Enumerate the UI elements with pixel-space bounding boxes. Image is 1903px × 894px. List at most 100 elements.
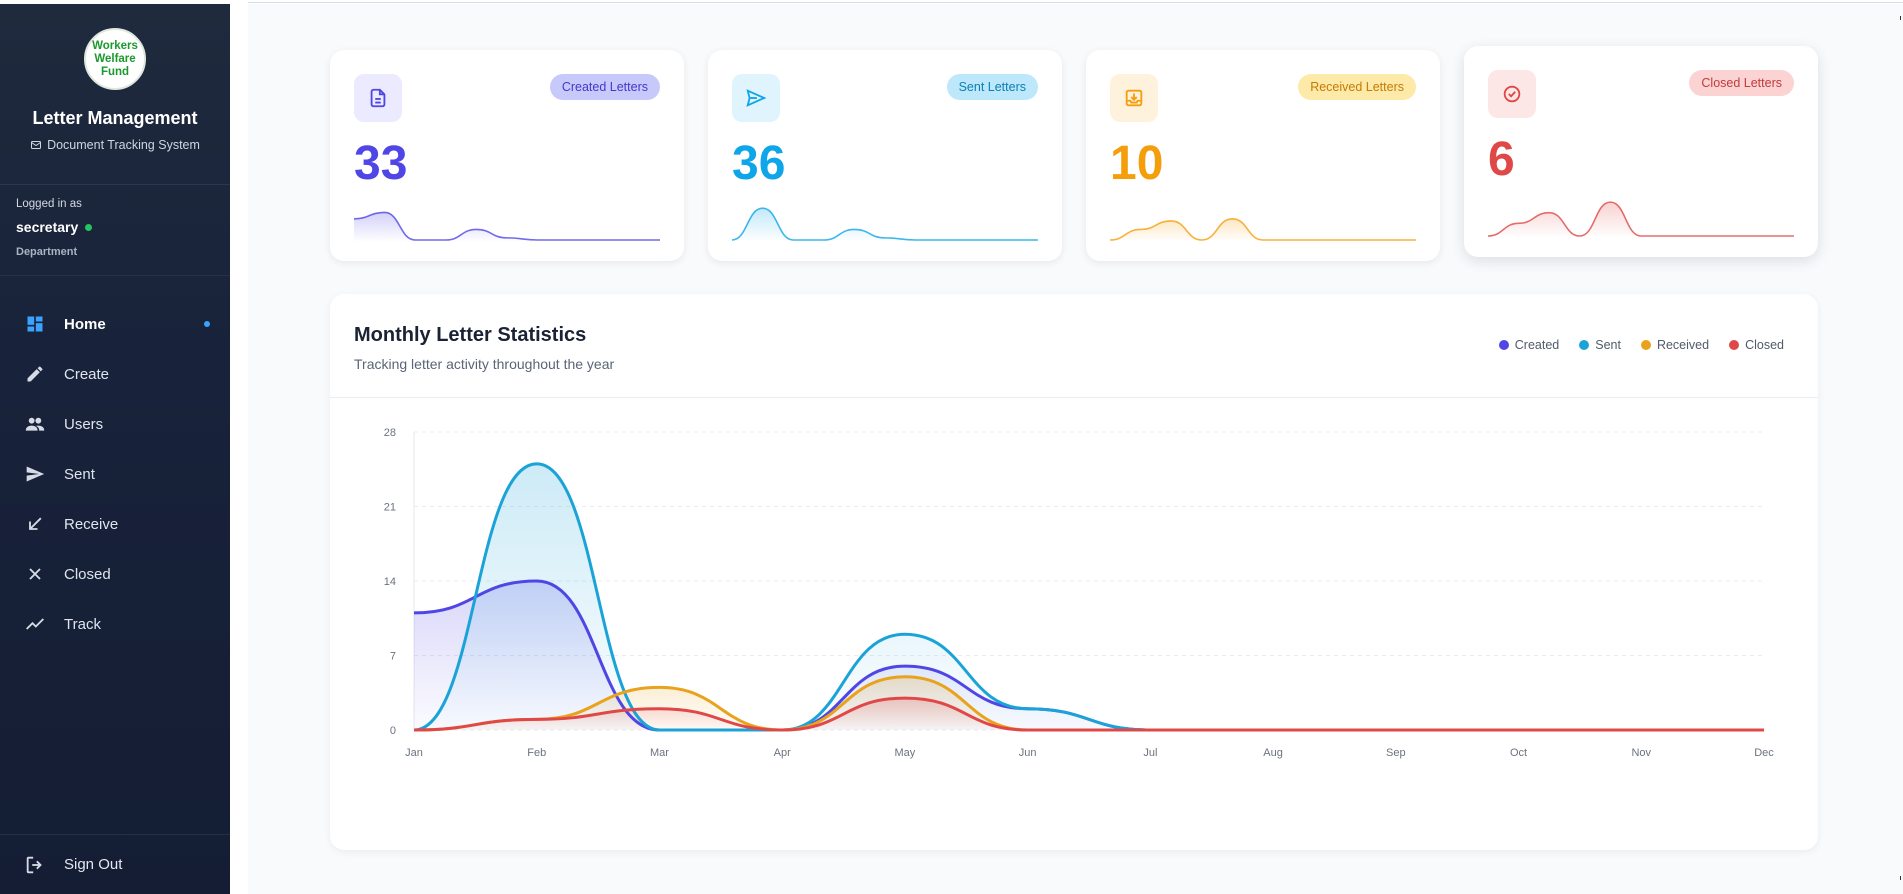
user-panel: Logged in as secretary Department — [0, 185, 230, 276]
legend-dot — [1640, 340, 1651, 350]
x-tick-label: Apr — [774, 747, 791, 759]
series-area — [414, 698, 1764, 730]
stat-icon-box — [732, 74, 780, 122]
x-tick-label: Jun — [1019, 747, 1037, 759]
series-line — [413, 696, 1764, 732]
x-tick-label: Sep — [1386, 747, 1406, 759]
sparkline-area — [1110, 218, 1416, 242]
legend-item-received[interactable]: Received — [1640, 338, 1710, 352]
sidebar-item-label: Home — [64, 315, 106, 333]
stat-value: 10 — [1110, 137, 1164, 190]
app-subtitle: Document Tracking System — [0, 138, 230, 152]
logged-in-label: Logged in as — [16, 198, 82, 210]
brand-block: Workers Welfare Fund Letter Management D… — [0, 4, 230, 185]
top-border — [248, 2, 1903, 3]
sidebar-item-sent[interactable]: Sent — [0, 449, 230, 499]
legend-dot — [1729, 340, 1740, 350]
sparkline-line — [354, 211, 660, 241]
monthly-statistics-card: Monthly Letter Statistics Tracking lette… — [330, 294, 1818, 850]
sidebar-item-label: Closed — [64, 565, 111, 583]
stat-badge: Received Letters — [1298, 74, 1416, 100]
stat-icon-box — [1110, 74, 1158, 122]
x-tick-label: May — [895, 747, 916, 759]
pencil-icon — [24, 363, 46, 385]
online-status-dot — [85, 223, 93, 231]
sparkline — [732, 207, 1038, 242]
sparkline — [1110, 218, 1416, 242]
sidebar-item-label: Sent — [64, 465, 95, 483]
sign-out-label: Sign Out — [64, 856, 123, 873]
check-circle-icon — [1503, 85, 1521, 103]
legend-dot — [1579, 340, 1590, 350]
legend-label: Closed — [1745, 338, 1784, 352]
stat-badge: Closed Letters — [1689, 70, 1794, 96]
legend-item-closed[interactable]: Closed — [1729, 338, 1784, 352]
sidebar-nav: Home Create Users Sent Receive — [0, 299, 230, 649]
stat-icon-box — [354, 74, 402, 122]
sidebar-item-create[interactable]: Create — [0, 349, 230, 399]
legend-dot — [1498, 340, 1509, 350]
legend-item-created[interactable]: Created — [1498, 338, 1560, 352]
y-tick-label: 14 — [384, 576, 396, 588]
legend-label: Sent — [1595, 338, 1621, 352]
x-tick-label: Jul — [1143, 747, 1157, 759]
legend-label: Received — [1656, 338, 1710, 352]
stat-value: 33 — [354, 137, 408, 190]
sparkline-line — [1488, 201, 1794, 237]
scrollbar-bottom — [1900, 876, 1901, 880]
sign-out-button[interactable]: Sign Out — [0, 834, 230, 894]
active-indicator — [204, 321, 210, 327]
legend-item-sent[interactable]: Sent — [1579, 338, 1621, 352]
sparkline-line — [732, 207, 1038, 241]
department-label: Department — [16, 246, 78, 258]
stat-value: 36 — [732, 137, 786, 190]
logo-text: Workers Welfare Fund — [92, 39, 138, 78]
inbox-download-icon — [1125, 89, 1143, 107]
send-icon — [24, 463, 46, 485]
sparkline-area — [354, 212, 660, 242]
trend-line-icon — [24, 613, 46, 635]
sidebar-item-closed[interactable]: Closed — [0, 549, 230, 599]
stat-card-closed[interactable]: Closed Letters 6 — [1464, 46, 1818, 257]
sparkline-line — [1110, 218, 1416, 241]
sidebar-item-receive[interactable]: Receive — [0, 499, 230, 549]
sidebar-item-label: Users — [64, 415, 104, 433]
sidebar-item-track[interactable]: Track — [0, 599, 230, 649]
sidebar-item-users[interactable]: Users — [0, 399, 230, 449]
y-tick-label: 28 — [384, 427, 396, 439]
stat-icon-box — [1488, 70, 1536, 118]
stat-card-sent[interactable]: Sent Letters 36 — [708, 50, 1062, 261]
chart-header: Monthly Letter Statistics Tracking lette… — [330, 294, 1818, 398]
logo: Workers Welfare Fund — [84, 28, 146, 90]
stat-card-created[interactable]: Created Letters 33 — [330, 50, 684, 261]
arrow-down-left-icon — [24, 513, 46, 535]
chart-title: Monthly Letter Statistics — [354, 324, 587, 346]
series-area — [414, 463, 1764, 730]
y-tick-label: 7 — [390, 651, 396, 663]
x-tick-label: Aug — [1263, 747, 1283, 759]
x-tick-label: Feb — [527, 747, 546, 759]
sparkline — [354, 211, 660, 242]
close-icon — [24, 563, 46, 585]
users-icon — [24, 413, 46, 435]
x-tick-label: Jan — [405, 747, 423, 759]
sidebar-item-label: Track — [64, 615, 101, 633]
stat-card-received[interactable]: Received Letters 10 — [1086, 50, 1440, 261]
y-tick-label: 0 — [390, 725, 396, 737]
line-chart: 0 7 14 21 28 Jan Feb Mar Apr May Jun Jul Aug Sep Oct No… — [384, 427, 1775, 759]
envelope-icon — [31, 141, 42, 149]
sparkline — [1488, 201, 1794, 238]
sparkline-area — [732, 208, 1038, 242]
x-tick-label: Mar — [650, 747, 669, 759]
sidebar-item-label: Create — [64, 365, 110, 383]
logout-icon — [24, 854, 46, 876]
dashboard-icon — [24, 313, 46, 335]
send-icon — [746, 89, 767, 107]
chart-subtitle: Tracking letter activity throughout the … — [354, 356, 615, 372]
stat-badge: Sent Letters — [946, 74, 1038, 100]
sidebar-item-home[interactable]: Home — [0, 299, 230, 349]
sparkline-area — [1488, 202, 1794, 238]
legend-label: Created — [1514, 338, 1560, 352]
document-icon — [370, 88, 386, 108]
stat-badge: Created Letters — [549, 74, 660, 100]
